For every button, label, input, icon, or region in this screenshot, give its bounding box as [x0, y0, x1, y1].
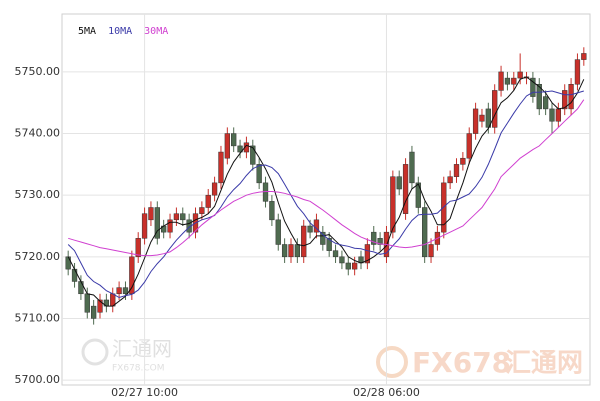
candle-body — [231, 133, 237, 147]
candle-body — [269, 201, 275, 221]
candle-body — [472, 108, 479, 134]
candle-body — [422, 207, 428, 258]
candle-body — [517, 71, 523, 79]
candle-body — [447, 176, 453, 184]
watermark-text: 汇通网 — [112, 337, 172, 361]
candle-body — [402, 164, 409, 214]
candle-body — [256, 164, 262, 184]
candle-body — [549, 108, 555, 122]
candle-body — [301, 225, 307, 258]
candle-body — [97, 299, 103, 313]
candle-body — [542, 96, 549, 110]
candle-body — [173, 213, 180, 221]
watermark-text: 汇通网 — [505, 349, 583, 379]
candle-body — [530, 77, 536, 97]
ma-line — [67, 90, 584, 299]
candle-body — [211, 182, 218, 196]
candle-body — [498, 71, 504, 91]
candle-body — [479, 114, 485, 122]
candle-body — [364, 244, 371, 264]
candle-body — [351, 262, 358, 270]
candle-body — [390, 176, 396, 233]
candle-body — [237, 145, 243, 153]
candle-body — [294, 244, 301, 258]
watermark-text: FX678 — [412, 346, 511, 379]
candle-body — [307, 225, 313, 233]
candle-body — [581, 53, 587, 60]
candle-body — [141, 213, 148, 239]
candle-body — [224, 133, 230, 159]
candle-body — [275, 219, 281, 245]
candle-body — [492, 90, 498, 128]
candle-body — [65, 256, 71, 270]
candle-body — [218, 151, 224, 184]
y-tick-label: 5700.00 — [15, 373, 61, 386]
y-tick-label: 5720.00 — [15, 250, 61, 263]
candle-body — [562, 90, 568, 110]
candle-body — [466, 133, 472, 159]
candle-body — [78, 281, 84, 295]
candle-body — [243, 142, 250, 153]
x-tick-label: 02/28 06:00 — [353, 386, 420, 399]
candle-body — [167, 219, 173, 233]
candle-body — [84, 293, 90, 313]
legend: 5MA 10MA 30MA — [78, 26, 168, 37]
candle-body — [90, 305, 97, 319]
candle-body — [281, 244, 288, 258]
watermark-text: FX678.COM — [112, 364, 165, 374]
candle-body — [135, 238, 141, 258]
watermark-logo — [81, 338, 109, 366]
candle-body — [371, 231, 377, 245]
ma-line — [68, 99, 585, 257]
legend-entry: 5MA — [78, 26, 96, 37]
candle-body — [460, 157, 466, 165]
candle-body — [148, 207, 154, 221]
candle-body — [377, 238, 383, 245]
candle-body — [453, 164, 460, 177]
candle-body — [428, 244, 434, 258]
candle-body — [536, 84, 542, 110]
candle-body — [71, 268, 78, 282]
candle-body — [396, 176, 402, 190]
x-tick-label: 02/27 10:00 — [111, 386, 178, 399]
y-tick-label: 5750.00 — [15, 65, 61, 78]
legend-entry: 10MA — [108, 26, 132, 37]
candle-body — [288, 244, 294, 258]
candle-body — [568, 84, 574, 110]
legend-entry: 30MA — [144, 26, 168, 37]
ma-line — [67, 76, 585, 307]
y-tick-label: 5740.00 — [15, 127, 61, 140]
candle-body — [199, 207, 205, 214]
candle-body — [511, 77, 517, 85]
plot-frame — [61, 13, 591, 386]
marks — [65, 47, 587, 325]
candle-body — [504, 77, 511, 85]
y-tick-label: 5730.00 — [15, 188, 61, 201]
candle-body — [409, 151, 415, 184]
candle-body — [415, 182, 421, 208]
candle-body — [332, 250, 339, 258]
candle-body — [116, 287, 122, 295]
candle-body — [326, 238, 332, 251]
candle-body — [154, 207, 160, 239]
candle-body — [205, 194, 211, 208]
y-tick-label: 5710.00 — [15, 311, 61, 324]
candle-body — [345, 262, 351, 270]
candle-body — [122, 287, 129, 295]
candle-body — [250, 145, 256, 165]
candle-body — [574, 59, 581, 85]
candle-body — [180, 213, 186, 221]
watermark-logo — [376, 346, 408, 378]
grid: 5700.00 5710.00 5720.00 5730.00 5740.00 5750.… — [15, 14, 590, 399]
candle-body — [339, 256, 345, 264]
candle-body — [555, 108, 562, 122]
candle-body — [320, 231, 326, 245]
watermark: 汇通网 FX678.COM FX678 汇通网 — [81, 337, 583, 379]
